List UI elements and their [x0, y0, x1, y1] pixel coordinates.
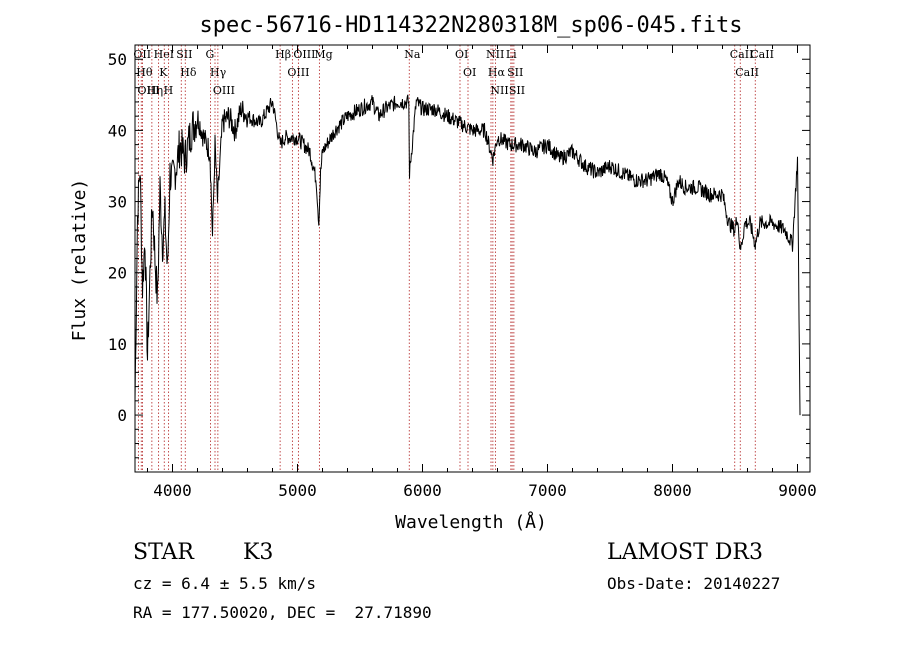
- line-marker-label: NII: [486, 48, 504, 61]
- line-marker-label: CaII: [735, 66, 759, 79]
- line-marker-label: Hβ: [275, 48, 291, 61]
- y-axis-label: Flux (relative): [69, 179, 90, 342]
- x-tick-label: 5000: [278, 481, 317, 500]
- line-marker-label: Na: [404, 48, 421, 61]
- line-marker-label: NII: [490, 84, 508, 97]
- line-marker-label: OII: [133, 48, 151, 61]
- line-marker-label: Hα: [488, 66, 506, 79]
- observation-date: Obs-Date: 20140227: [607, 574, 781, 593]
- object-class: STAR: [133, 540, 194, 565]
- y-tick-label: 30: [108, 193, 127, 212]
- line-marker-label: Hη: [147, 84, 163, 97]
- x-tick-label: 4000: [153, 481, 192, 500]
- line-marker-label: OIII: [287, 66, 309, 79]
- line-marker-label: Li: [506, 48, 517, 61]
- y-tick-label: 0: [117, 406, 127, 425]
- x-tick-label: 6000: [403, 481, 442, 500]
- plot-frame: [134, 44, 811, 473]
- axis-ticks: 4000 5000 6000 7000 8000 9000 0 10 20 30 40 50: [108, 44, 817, 500]
- line-marker-label: SII: [507, 66, 523, 79]
- line-marker-label: CaII: [750, 48, 774, 61]
- line-marker-label: Hδ: [180, 66, 197, 79]
- line-marker-label: Hγ: [210, 66, 227, 79]
- y-tick-label: 10: [108, 335, 127, 354]
- spectrum-line: [134, 94, 801, 416]
- line-marker-label: Hθ: [136, 66, 153, 79]
- y-tick-label: 40: [108, 121, 127, 140]
- line-marker-label: CaII: [730, 48, 754, 61]
- line-marker-label: OIII: [293, 48, 315, 61]
- line-marker-label: HeI: [154, 48, 174, 61]
- line-marker-label: OIII: [213, 84, 235, 97]
- chart-title: spec-56716-HD114322N280318M_sp06-045.fit…: [199, 13, 742, 38]
- line-markers: OIIHθOIIIHηHeIKHSIIHδGHγOIIIHβOIIIOIIIMg…: [133, 45, 774, 472]
- redshift-velocity: cz = 6.4 ± 5.5 km/s: [133, 574, 317, 593]
- line-marker-label: Mg: [314, 48, 332, 61]
- object-subclass: K3: [243, 540, 274, 565]
- line-marker-label: OI: [463, 66, 476, 79]
- line-marker-label: G: [206, 48, 215, 61]
- x-tick-label: 8000: [653, 481, 692, 500]
- line-marker-label: SII: [176, 48, 192, 61]
- survey-name: LAMOST DR3: [607, 540, 763, 565]
- y-tick-label: 50: [108, 50, 127, 69]
- spectrum-series: [134, 94, 801, 416]
- line-marker-label: OI: [455, 48, 468, 61]
- x-tick-label: 9000: [778, 481, 817, 500]
- line-marker-label: K: [159, 66, 168, 79]
- line-marker-label: SII: [509, 84, 525, 97]
- y-tick-label: 20: [108, 264, 127, 283]
- x-tick-label: 7000: [528, 481, 567, 500]
- coordinates: RA = 177.50020, DEC = 27.71890: [133, 603, 432, 622]
- line-marker-label: H: [164, 84, 174, 97]
- line-marker-label: OIII: [138, 84, 160, 97]
- x-axis-label: Wavelength (Å): [395, 511, 547, 533]
